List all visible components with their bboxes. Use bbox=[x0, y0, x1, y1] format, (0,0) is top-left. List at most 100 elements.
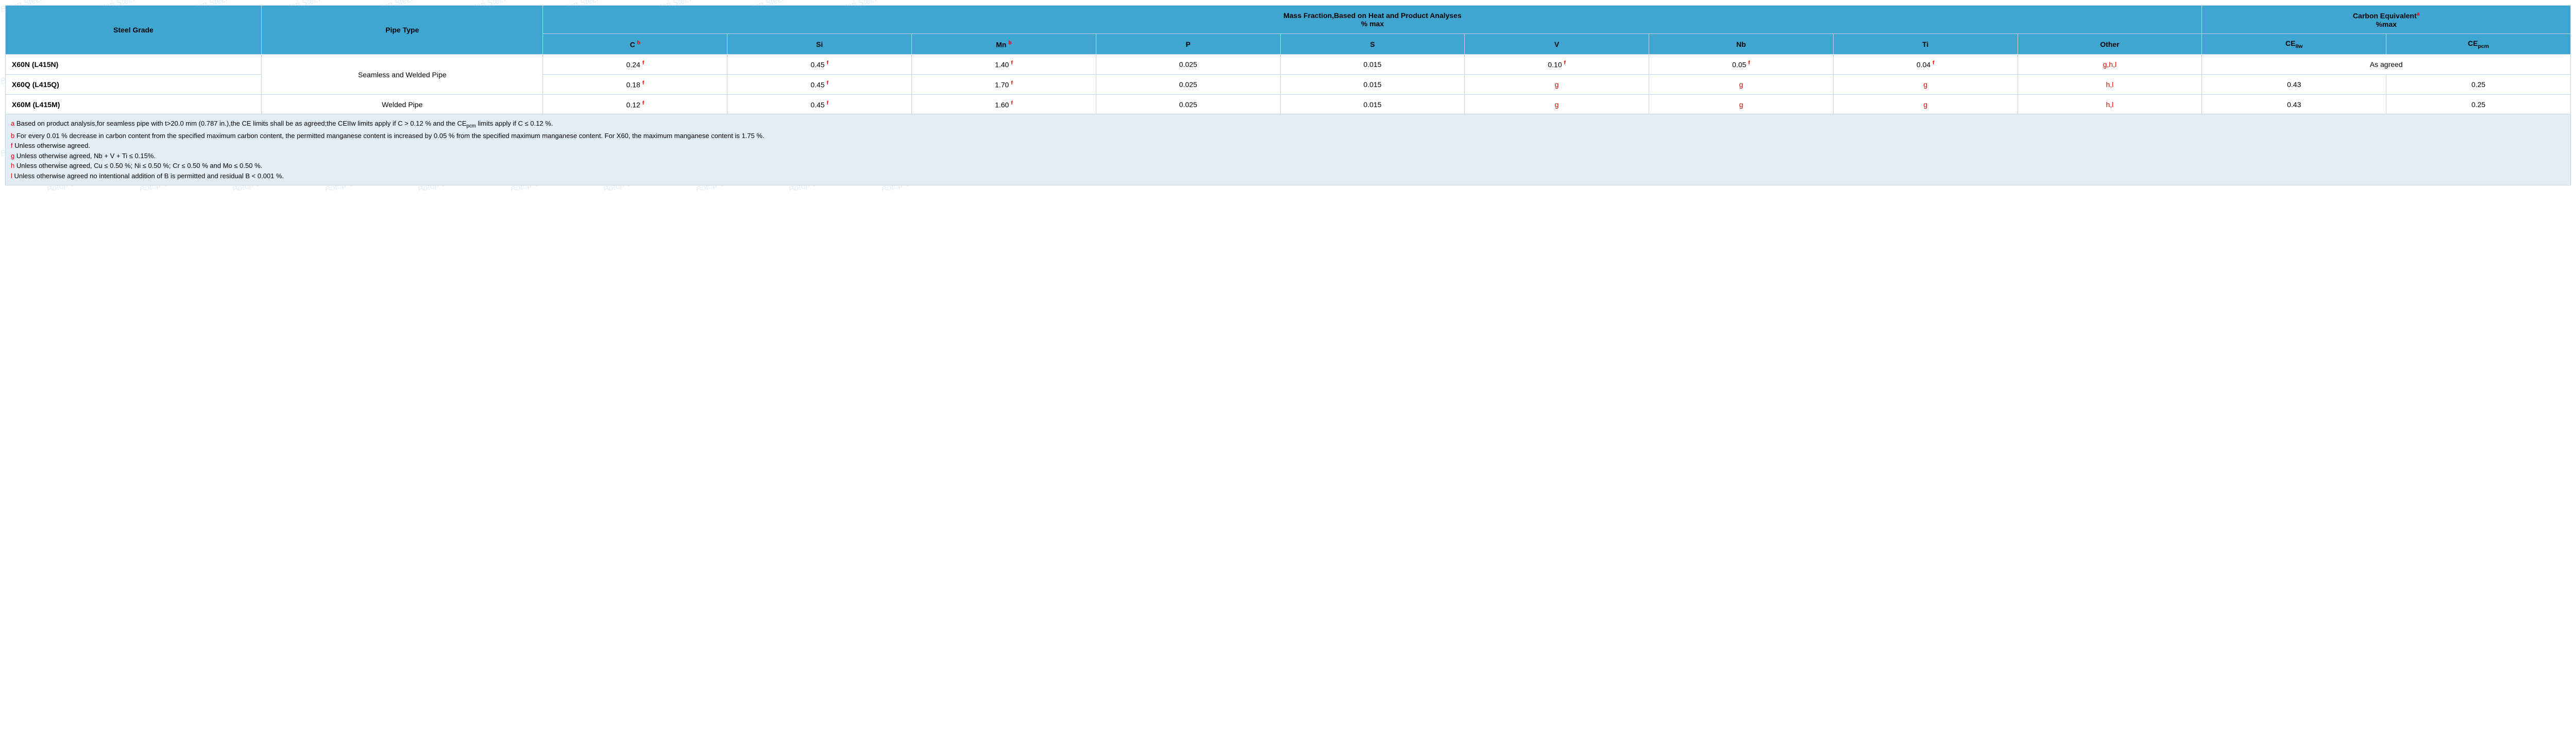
text: For every 0.01 % decrease in carbon cont… bbox=[14, 132, 764, 140]
cell-c: 0.24 f bbox=[543, 55, 727, 75]
cell-ce-pcm: 0.25 bbox=[2386, 94, 2571, 114]
table-row: X60N (L415N) Seamless and Welded Pipe 0.… bbox=[6, 55, 2571, 75]
sup: f bbox=[1011, 60, 1013, 66]
footnote-h: h Unless otherwise agreed, Cu ≤ 0.50 %; … bbox=[11, 161, 2565, 171]
cell-s: 0.015 bbox=[1280, 94, 1465, 114]
cell-ti: 0.04 f bbox=[1833, 55, 2018, 75]
val: 0.45 bbox=[810, 100, 824, 109]
col-steel-grade: Steel Grade bbox=[6, 6, 262, 55]
val: 0.45 bbox=[810, 81, 824, 89]
sup: f bbox=[1011, 100, 1013, 106]
val: 0.24 bbox=[626, 61, 640, 69]
cell-grade: X60M (L415M) bbox=[6, 94, 262, 114]
cell-si: 0.45 f bbox=[727, 55, 912, 75]
mass-fraction-l2: % max bbox=[1361, 20, 1384, 28]
cell-p: 0.025 bbox=[1096, 55, 1280, 75]
val: 1.70 bbox=[995, 81, 1009, 89]
footnote-f: f Unless otherwise agreed. bbox=[11, 141, 2565, 151]
cell-grade: X60Q (L415Q) bbox=[6, 75, 262, 95]
cell-v: g bbox=[1465, 75, 1649, 95]
c-sup: b bbox=[637, 40, 640, 46]
cell-c: 0.12 f bbox=[543, 94, 727, 114]
sup: f bbox=[1933, 60, 1935, 66]
val: 1.40 bbox=[995, 61, 1009, 69]
cell-pipe-type: Seamless and Welded Pipe bbox=[261, 55, 543, 94]
ce-pcm-label: CE bbox=[2468, 39, 2478, 47]
col-c: C b bbox=[543, 33, 727, 55]
text: Unless otherwise agreed, Nb + V + Ti ≤ 0… bbox=[14, 152, 156, 160]
sup: f bbox=[1011, 80, 1013, 86]
cell-ti: g bbox=[1833, 94, 2018, 114]
col-ti: Ti bbox=[1833, 33, 2018, 55]
col-pipe-type: Pipe Type bbox=[261, 6, 543, 55]
header-row-1: Steel Grade Pipe Type Mass Fraction,Base… bbox=[6, 6, 2571, 34]
mn-sup: b bbox=[1008, 40, 1011, 46]
val: 0.18 bbox=[626, 81, 640, 89]
col-ce-pcm: CEpcm bbox=[2386, 33, 2571, 55]
cell-other: h,l bbox=[2018, 75, 2202, 95]
footnote-a: a Based on product analysis,for seamless… bbox=[11, 118, 2565, 130]
cell-s: 0.015 bbox=[1280, 55, 1465, 75]
sup: f bbox=[1564, 60, 1566, 66]
cell-pipe-type: Welded Pipe bbox=[261, 94, 543, 114]
cell-s: 0.015 bbox=[1280, 75, 1465, 95]
cell-mn: 1.60 f bbox=[912, 94, 1096, 114]
col-nb: Nb bbox=[1649, 33, 1834, 55]
sup: f bbox=[1748, 60, 1750, 66]
col-ce-iiw: CEIIw bbox=[2202, 33, 2386, 55]
cell-nb: g bbox=[1649, 94, 1834, 114]
sup: f bbox=[826, 80, 828, 86]
footnote-g: g Unless otherwise agreed, Nb + V + Ti ≤… bbox=[11, 151, 2565, 161]
sup: f bbox=[826, 60, 828, 66]
cell-ti: g bbox=[1833, 75, 2018, 95]
sup: f bbox=[642, 100, 645, 106]
val: 1.60 bbox=[995, 100, 1009, 109]
cell-nb: 0.05 f bbox=[1649, 55, 1834, 75]
text: Unless otherwise agreed. bbox=[13, 142, 90, 149]
footnote-b: b For every 0.01 % decrease in carbon co… bbox=[11, 131, 2565, 141]
val: 0.04 bbox=[1917, 61, 1930, 69]
cell-other: g,h,l bbox=[2018, 55, 2202, 75]
text: Unless otherwise agreed, Cu ≤ 0.50 %; Ni… bbox=[14, 162, 262, 169]
ce-iiw-sub: IIw bbox=[2295, 43, 2302, 49]
col-mass-fraction: Mass Fraction,Based on Heat and Product … bbox=[543, 6, 2202, 34]
col-mn: Mn b bbox=[912, 33, 1096, 55]
col-p: P bbox=[1096, 33, 1280, 55]
col-si: Si bbox=[727, 33, 912, 55]
carbon-eq-sup: a bbox=[2417, 11, 2420, 17]
val: 0.45 bbox=[810, 61, 824, 69]
col-v: V bbox=[1465, 33, 1649, 55]
sup: f bbox=[826, 100, 828, 106]
c-label: C bbox=[630, 40, 635, 48]
cell-nb: g bbox=[1649, 75, 1834, 95]
ce-pcm-sub: pcm bbox=[2478, 43, 2489, 49]
carbon-eq-l1: Carbon Equivalent bbox=[2353, 12, 2417, 20]
cell-si: 0.45 f bbox=[727, 75, 912, 95]
col-carbon-eq: Carbon Equivalenta %max bbox=[2202, 6, 2571, 34]
val: 0.10 bbox=[1548, 61, 1562, 69]
cell-mn: 1.70 f bbox=[912, 75, 1096, 95]
cell-grade: X60N (L415N) bbox=[6, 55, 262, 75]
cell-v: g bbox=[1465, 94, 1649, 114]
val: 0.05 bbox=[1732, 61, 1746, 69]
cell-ce-iiw: 0.43 bbox=[2202, 94, 2386, 114]
footnotes: a Based on product analysis,for seamless… bbox=[5, 114, 2571, 185]
ce-iiw-label: CE bbox=[2285, 39, 2295, 47]
cell-c: 0.18 f bbox=[543, 75, 727, 95]
footnote-l: l Unless otherwise agreed no intentional… bbox=[11, 171, 2565, 181]
text: Based on product analysis,for seamless p… bbox=[14, 120, 466, 127]
composition-table: Steel Grade Pipe Type Mass Fraction,Base… bbox=[5, 5, 2571, 114]
val: 0.12 bbox=[626, 100, 640, 109]
cell-v: 0.10 f bbox=[1465, 55, 1649, 75]
sub: pcm bbox=[466, 124, 476, 129]
cell-p: 0.025 bbox=[1096, 75, 1280, 95]
cell-ce-agreed: As agreed bbox=[2202, 55, 2571, 75]
col-other: Other bbox=[2018, 33, 2202, 55]
sup: f bbox=[642, 60, 645, 66]
cell-other: h,l bbox=[2018, 94, 2202, 114]
cell-p: 0.025 bbox=[1096, 94, 1280, 114]
col-s: S bbox=[1280, 33, 1465, 55]
cell-mn: 1.40 f bbox=[912, 55, 1096, 75]
mn-label: Mn bbox=[996, 40, 1006, 48]
mass-fraction-l1: Mass Fraction,Based on Heat and Product … bbox=[1283, 11, 1462, 20]
